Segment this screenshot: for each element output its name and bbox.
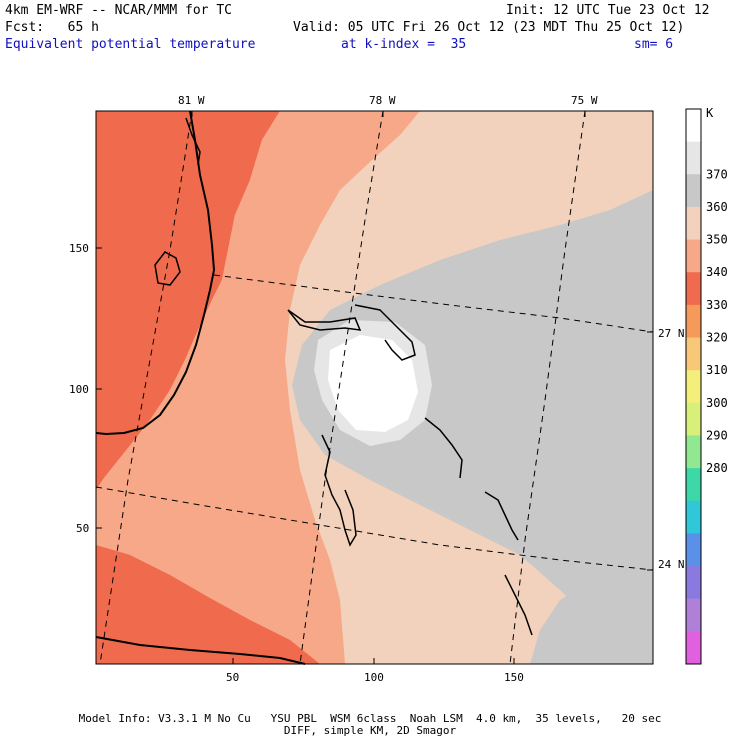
colorbar-block — [686, 304, 701, 339]
warm-region-340 — [96, 111, 280, 490]
colorbar-block — [686, 141, 701, 175]
colorbar-block — [686, 402, 701, 436]
colorbar-block — [686, 337, 701, 371]
colorbar-block — [686, 500, 701, 534]
temperature-field — [96, 111, 653, 664]
parallel-27n — [213, 274, 654, 333]
eastern-cay — [504, 574, 533, 636]
colorbar-unit: K — [706, 106, 714, 120]
colorbar-block — [686, 239, 701, 273]
cuba-coast — [95, 636, 306, 665]
exuma-chain — [484, 491, 519, 541]
valid-time: Valid: 05 UTC Fri 26 Oct 12 (23 MDT Thu … — [293, 20, 685, 35]
colorbar-label: 360 — [706, 200, 728, 214]
smoothing-info: sm= 6 — [634, 37, 674, 52]
colorbar-label: 350 — [706, 233, 728, 247]
colorbar-block — [686, 206, 701, 241]
lat-label-27n: 27 N — [658, 327, 685, 340]
colorbar-block — [686, 174, 701, 208]
colorbar-label: 320 — [706, 331, 728, 345]
colorbar-blocks — [686, 109, 701, 665]
graticule — [95, 110, 654, 665]
lake-okeechobee — [154, 251, 181, 286]
lat-label-24n: 24 N — [658, 558, 685, 571]
y-tick-label-150: 150 — [69, 242, 89, 255]
colorbar-block — [686, 631, 701, 665]
lon-label-81w: 81 W — [178, 94, 205, 107]
eleuthera — [424, 417, 463, 479]
y-tick-label-50: 50 — [76, 522, 89, 535]
colorbar: K 370 360 350 340 330 320 310 300 290 280 — [685, 106, 728, 665]
colorbar-label: 300 — [706, 396, 728, 410]
lon-label-78w: 78 W — [369, 94, 396, 107]
colorbar-block — [686, 109, 701, 143]
colorbar-label: 330 — [706, 298, 728, 312]
abaco — [354, 304, 416, 361]
init-time: Init: 12 UTC Tue 23 Oct 12 — [506, 3, 710, 18]
colorbar-block — [686, 435, 701, 469]
meridian-78w — [299, 110, 384, 665]
cool-region-360 — [292, 190, 653, 664]
colorbar-labels: 370 360 350 340 330 320 310 300 290 280 — [706, 167, 728, 475]
colorbar-label: 340 — [706, 265, 728, 279]
model-title: 4km EM-WRF -- NCAR/MMM for TC — [5, 3, 232, 18]
axis-ticks — [96, 111, 653, 664]
colorbar-frame — [685, 108, 702, 665]
grand-bahama — [287, 309, 362, 331]
colorbar-block — [686, 370, 701, 404]
warm-region-350 — [96, 111, 420, 664]
parallel-24n — [95, 486, 654, 571]
forecast-hour: Fcst: 65 h — [5, 20, 99, 35]
axis-labels: 81 W 78 W 75 W 27 N 24 N 150 100 50 50 1… — [69, 94, 685, 684]
colorbar-block — [686, 272, 701, 306]
colorbar-block — [686, 598, 701, 632]
x-tick-label-100: 100 — [364, 671, 384, 684]
warm-region-340-south — [96, 545, 320, 664]
colorbar-block — [686, 533, 701, 567]
colorbar-block — [686, 566, 701, 600]
y-tick-label-100: 100 — [69, 383, 89, 396]
colorbar-label: 310 — [706, 363, 728, 377]
model-info-line2: DIFF, simple KM, 2D Smagor — [283, 724, 457, 737]
level-info: at k-index = 35 — [341, 37, 467, 52]
florida-coast — [95, 110, 216, 436]
meridian-75w — [509, 110, 586, 665]
lon-label-75w: 75 W — [571, 94, 598, 107]
colorbar-label: 280 — [706, 461, 728, 475]
x-tick-label-50: 50 — [226, 671, 239, 684]
colorbar-label: 370 — [706, 167, 728, 181]
field-name: Equivalent potential temperature — [5, 37, 256, 52]
x-tick-label-150: 150 — [504, 671, 524, 684]
model-info-line1: Model Info: V3.3.1 M No Cu YSU PBL WSM 6… — [78, 712, 662, 725]
colorbar-block — [686, 468, 701, 502]
cool-region-core — [328, 335, 418, 432]
florida-inland — [185, 117, 201, 166]
colorbar-label: 290 — [706, 429, 728, 443]
cool-region-360-southeast — [530, 560, 653, 664]
